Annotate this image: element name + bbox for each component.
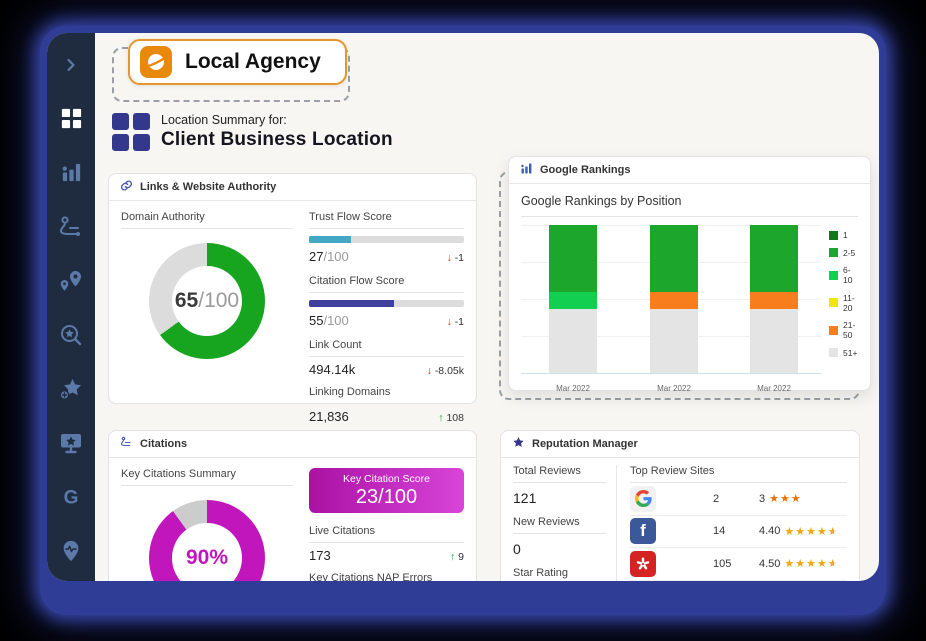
sidebar-item-google-icon[interactable]: G xyxy=(58,483,85,510)
citation-flow-bar xyxy=(309,300,464,307)
legend-item: 51+ xyxy=(829,348,858,358)
sidebar-item-locations-pins-icon[interactable] xyxy=(58,267,85,294)
stacked-bar xyxy=(650,225,698,373)
bar-chart-icon xyxy=(520,162,533,178)
legend-item: 6-10 xyxy=(829,265,858,285)
google-rankings-panel: Google Rankings Google Rankings by Posit… xyxy=(508,156,871,393)
live-citations-stat: Live Citations 173 ↑ 9 xyxy=(309,525,464,563)
domain-authority-label: Domain Authority xyxy=(121,211,293,229)
bar-segment-51+ xyxy=(650,309,698,373)
x-axis-label: Mar 2022 xyxy=(657,384,691,393)
google-rankings-header: Google Rankings xyxy=(509,157,870,184)
sidebar-item-add-review-star-icon[interactable] xyxy=(58,375,85,402)
svg-text:G: G xyxy=(64,487,79,508)
links-authority-panel: Links & Website Authority Domain Authori… xyxy=(108,173,477,424)
sidebar-expand-chevron-icon[interactable] xyxy=(58,51,85,78)
trust-flow-delta: ↓ -1 xyxy=(446,252,464,264)
review-site-row-facebook: f 14 4.40 ★ ★ ★ ★ ★ ★ xyxy=(630,516,847,548)
links-authority-header: Links & Website Authority xyxy=(109,174,476,201)
x-axis xyxy=(521,373,821,374)
citation-flow-delta: ↓ -1 xyxy=(446,316,464,328)
star-rating-stat: Star Rating xyxy=(513,567,606,581)
sidebar-item-rankings-chart-icon[interactable] xyxy=(58,159,85,186)
sidebar-item-citations-route-icon[interactable] xyxy=(58,213,85,240)
reputation-manager-header: Reputation Manager xyxy=(501,431,859,458)
bar-segment-21-50 xyxy=(750,291,798,310)
legend-item: 11-20 xyxy=(829,293,858,313)
sidebar-item-dashboard-grid-icon[interactable] xyxy=(58,105,85,132)
dashboard-screen: G Local Agency Location Summary for: Cli… xyxy=(47,33,879,581)
reputation-manager-panel: Reputation Manager Total Reviews 121 New… xyxy=(500,430,860,581)
new-reviews-stat: New Reviews 0 xyxy=(513,516,606,557)
linking-domains-stat: Linking Domains 21,836 ↑ 108 xyxy=(309,386,464,424)
trust-flow-bar xyxy=(309,236,464,243)
location-summary-label: Location Summary for: xyxy=(161,113,287,127)
bar-segment-2-5 xyxy=(549,225,597,292)
trust-flow-stat: Trust Flow Score 27/100 ↓ -1 xyxy=(309,211,464,264)
bar-segment-51+ xyxy=(549,309,597,373)
facebook-logo-icon: f xyxy=(630,518,656,545)
citation-flow-stat: Citation Flow Score 55/100 ↓ -1 xyxy=(309,275,464,328)
brand-badge[interactable]: Local Agency xyxy=(128,39,347,85)
sidebar-item-local-pulse-pin-icon[interactable] xyxy=(58,537,85,564)
stacked-bar xyxy=(549,225,597,373)
citations-panel: Citations Key Citations Summary 90% Ke xyxy=(108,430,477,581)
location-name: Client Business Location xyxy=(161,129,393,150)
total-reviews-stat: Total Reviews 121 xyxy=(513,465,606,506)
star-rating-icons: ★ ★ ★ xyxy=(769,493,802,506)
key-citations-summary-label: Key Citations Summary xyxy=(121,468,293,486)
key-citation-score-box: Key Citation Score 23/100 xyxy=(309,468,464,513)
sidebar-item-keyword-search-star-icon[interactable] xyxy=(58,321,85,348)
location-grid-icon xyxy=(112,113,150,151)
review-site-row-google: 2 3 ★ ★ ★ xyxy=(630,483,847,516)
nap-errors-stat: Key Citations NAP Errors xyxy=(309,572,464,581)
citations-route-icon xyxy=(120,436,133,452)
star-rating-icons: ★ ★ ★ ★ ★ ★ xyxy=(784,525,839,538)
bar-segment-51+ xyxy=(750,309,798,373)
review-site-row-partial xyxy=(630,581,847,582)
sidebar: G xyxy=(47,33,95,581)
brand-planet-icon xyxy=(140,46,172,78)
stacked-bar xyxy=(750,225,798,373)
domain-authority-donut: 65/100 xyxy=(149,243,265,359)
star-icon xyxy=(512,436,525,452)
x-axis-label: Mar 2022 xyxy=(556,384,590,393)
linking-domains-delta: ↑ 108 xyxy=(438,412,464,424)
bar-segment-2-5 xyxy=(650,225,698,292)
sidebar-item-reputation-monitor-star-icon[interactable] xyxy=(58,429,85,456)
legend-item: 1 xyxy=(829,230,858,240)
device-frame: G Local Agency Location Summary for: Cli… xyxy=(40,26,886,615)
key-citations-donut: 90% xyxy=(149,500,265,581)
brand-name: Local Agency xyxy=(185,50,321,73)
link-chain-icon xyxy=(120,179,133,195)
bar-segment-6-10 xyxy=(549,291,597,310)
x-axis-label: Mar 2022 xyxy=(757,384,791,393)
link-count-stat: Link Count 494.14k ↓ -8.05k xyxy=(309,339,464,377)
google-logo-icon xyxy=(630,485,656,512)
link-count-delta: ↓ -8.05k xyxy=(426,365,464,377)
bar-segment-2-5 xyxy=(750,225,798,292)
main-content: Local Agency Location Summary for: Clien… xyxy=(95,33,879,581)
live-citations-delta: ↑ 9 xyxy=(449,551,464,563)
top-review-sites-label: Top Review Sites xyxy=(630,465,847,483)
rankings-plot: 1 2-5 6-10 11-20 21-50 51+ Mar 2022 Mar 2022 Ma… xyxy=(521,225,858,400)
review-site-row-yelp: 105 4.50 ★ ★ ★ ★ ★ ★ xyxy=(630,548,847,581)
page-heading: Location Summary for: Client Business Lo… xyxy=(112,113,393,151)
star-rating-icons: ★ ★ ★ ★ ★ ★ xyxy=(784,558,839,571)
legend-item: 2-5 xyxy=(829,248,858,258)
yelp-logo-icon xyxy=(630,550,656,577)
rankings-legend: 1 2-5 6-10 11-20 21-50 51+ xyxy=(829,230,858,358)
legend-item: 21-50 xyxy=(829,320,858,340)
chart-title: Google Rankings by Position xyxy=(521,192,858,217)
citations-header: Citations xyxy=(109,431,476,458)
bar-segment-21-50 xyxy=(650,291,698,310)
